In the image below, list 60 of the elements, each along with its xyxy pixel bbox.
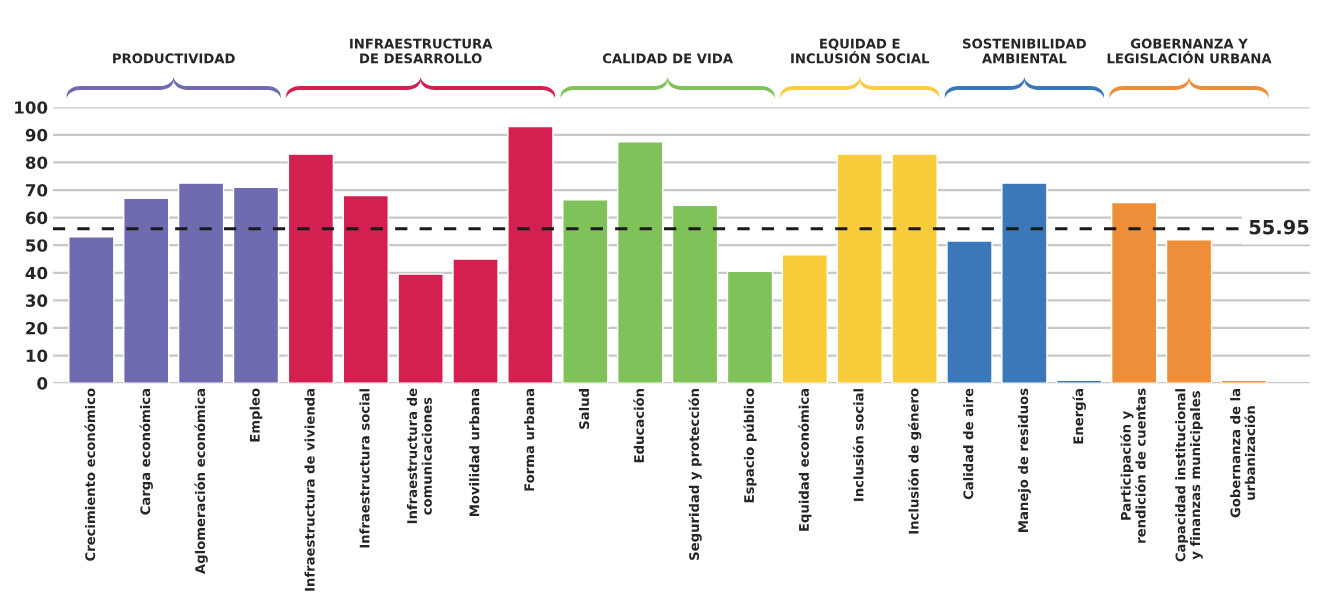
bar: [946, 240, 993, 384]
x-tick-label: Aglomeración económica: [194, 389, 208, 574]
text: GOBERNANZA Y LEGISLACIÓN URBANA: [1107, 38, 1272, 64]
x-tick-label: Empleo: [249, 388, 263, 442]
x-tick-label: Salud: [578, 389, 590, 429]
text: CALIDAD DE VIDA: [602, 53, 733, 64]
bar: [616, 141, 664, 384]
bar: [397, 273, 444, 384]
x-tick-label: Gobernanza de la urbanización: [1230, 389, 1256, 518]
y-tick-label: 70: [25, 183, 48, 197]
bar: [342, 194, 389, 384]
bar: [562, 198, 609, 384]
bar: [177, 182, 225, 384]
y-tick-label: 10: [26, 349, 48, 363]
x-tick-label: Infraestructura social: [359, 389, 370, 548]
text: EQUIDAD E INCLUSIÓN SOCIAL: [791, 38, 930, 64]
x-tick-label: Participación y rendición de cuentas: [1120, 388, 1146, 543]
bar: [781, 254, 829, 384]
bar: [671, 204, 719, 384]
bar: [836, 153, 883, 384]
bar: [287, 153, 335, 384]
ref-line-label: 55.95: [1249, 219, 1309, 235]
x-tick-label: Calidad de aire: [963, 388, 974, 500]
x-tick-label: Movilidad urbana: [469, 389, 480, 517]
x-tick-label: Capacidad institucional y finanzas municipales: [1175, 389, 1203, 562]
y-tick-label: 40: [25, 266, 48, 280]
y-tick-label: 80: [25, 156, 48, 170]
x-tick-label: Inclusión social: [852, 389, 864, 501]
text: SOSTENIBILIDAD AMBIENTAL: [963, 38, 1086, 64]
bar: [68, 236, 115, 384]
x-tick-label: Inclusión de género: [907, 388, 922, 534]
bar: [1165, 238, 1213, 384]
x-tick-label: Infraestructura de comunicaciones: [406, 388, 432, 524]
y-tick-label: 20: [26, 321, 48, 335]
x-tick-label: Carga económica: [139, 389, 153, 515]
bar: [1110, 201, 1158, 384]
y-tick-label: 60: [25, 211, 48, 225]
y-tick-label: 100: [15, 101, 48, 114]
bar: [726, 270, 774, 384]
y-tick-label: 50: [26, 239, 48, 252]
bar: [123, 197, 170, 384]
y-tick-label: 30: [25, 294, 48, 307]
text: INFRAESTRUCTURA DE DESARROLLO: [350, 38, 493, 64]
x-tick-label: Seguridad y protección: [688, 389, 702, 560]
y-tick-label: 90: [25, 128, 48, 142]
x-tick-label: Forma urbana: [524, 389, 535, 491]
x-tick-label: Energía: [1072, 389, 1086, 444]
x-tick-label: Crecimiento económico: [84, 388, 96, 561]
bar: [507, 125, 554, 384]
bar: [232, 186, 280, 384]
x-tick-label: Educación: [633, 389, 645, 463]
bar: [891, 153, 938, 384]
x-tick-label: Manejo de residuos: [1017, 388, 1031, 532]
y-tick-label: 0: [37, 377, 48, 390]
bar: [1001, 182, 1048, 384]
bar: [452, 258, 499, 384]
text: PRODUCTIVIDAD: [113, 53, 235, 64]
x-tick-label: Infraestructura de vivienda: [304, 389, 315, 591]
x-tick-label: Espacio público: [743, 388, 757, 503]
x-tick-label: Equidad económica: [798, 389, 812, 531]
